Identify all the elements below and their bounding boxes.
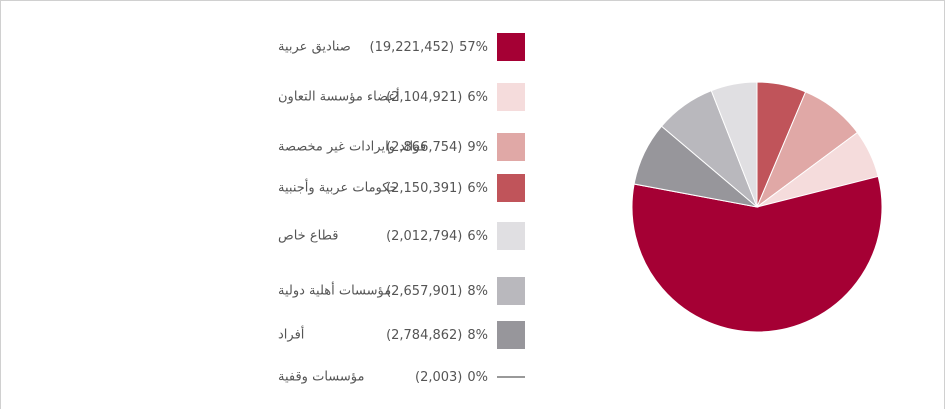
amount-label: (2,657,901) (386, 284, 462, 299)
value-label: (2,784,862) 8% (386, 328, 488, 343)
pie-slice (631, 175, 883, 333)
percent-label: 9% (467, 140, 488, 155)
percent-label: 0% (467, 370, 488, 385)
value-label: (19,221,452) 57% (370, 40, 488, 55)
legend-label: مؤسسات وقفية (278, 370, 364, 385)
amount-label: (2,104,921) (386, 90, 462, 105)
percent-label: 6% (467, 181, 488, 196)
value-label: (2,657,901) 8% (386, 284, 488, 299)
legend-swatch (497, 321, 525, 349)
legend-swatch (497, 83, 525, 111)
pie-slice (710, 81, 758, 208)
amount-label: (19,221,452) (370, 40, 455, 55)
legend-swatch (497, 222, 525, 250)
legend-swatch (497, 33, 525, 61)
legend-label: قطاع خاص (278, 229, 338, 244)
legend-swatch (497, 133, 525, 161)
legend-label: أفراد (278, 326, 304, 343)
value-label: (2,150,391) 6% (386, 181, 488, 196)
value-label: (2,866,754) 9% (386, 140, 488, 155)
value-label: (2,003) 0% (415, 370, 488, 385)
value-label: (2,104,921) 6% (386, 90, 488, 105)
percent-label: 6% (467, 229, 488, 244)
percent-label: 8% (467, 328, 488, 343)
legend-swatch (497, 174, 525, 202)
amount-label: (2,003) (415, 370, 462, 385)
percent-label: 6% (467, 90, 488, 105)
legend-swatch (497, 277, 525, 305)
value-label: (2,012,794) 6% (386, 229, 488, 244)
percent-label: 57% (459, 40, 488, 55)
legend-label: حكومات عربية وأجنبية (278, 179, 397, 196)
amount-label: (2,784,862) (386, 328, 462, 343)
legend-label: فوائد وايرادات غير مخصصة (278, 140, 426, 155)
legend-label: صناديق عربية (278, 40, 351, 55)
amount-label: (2,012,794) (386, 229, 462, 244)
legend-label: أعضاء مؤسسة التعاون (278, 88, 400, 105)
legend-label: مؤسسات أهلية دولية (278, 282, 391, 299)
percent-label: 8% (467, 284, 488, 299)
amount-label: (2,150,391) (386, 181, 462, 196)
amount-label: (2,866,754) (386, 140, 462, 155)
